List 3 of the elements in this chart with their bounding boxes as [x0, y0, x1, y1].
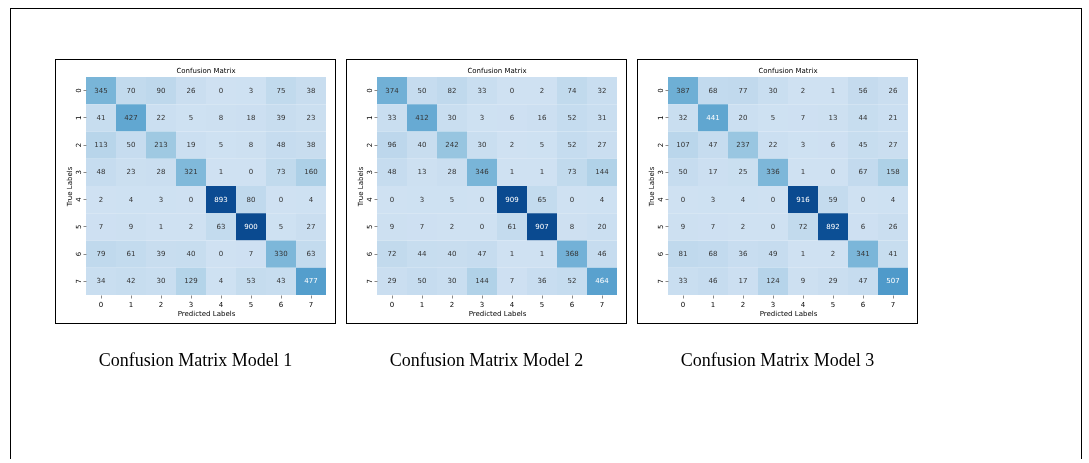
- text: Confusion Matrix Model 2: [389, 350, 584, 371]
- text: Confusion Matrix Model 1: [98, 350, 293, 371]
- text: Confusion Matrix Model 3: [680, 350, 875, 371]
